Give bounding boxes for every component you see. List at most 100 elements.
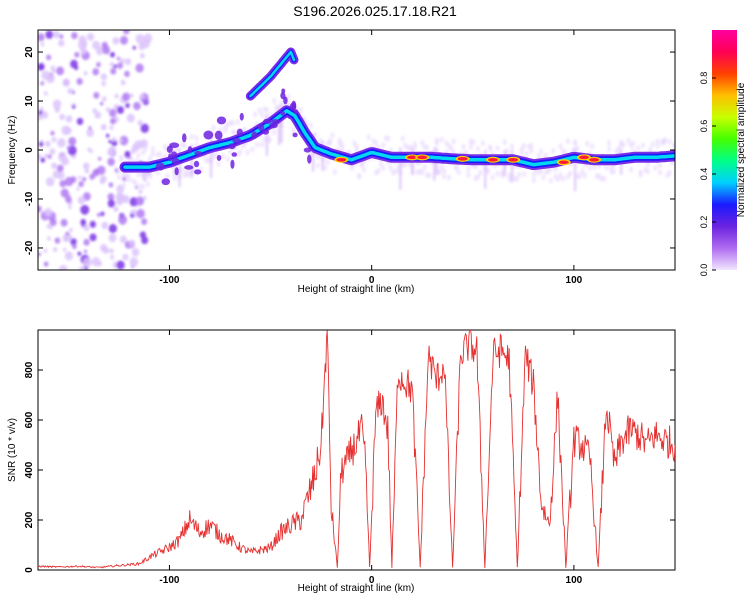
noise-blob (111, 137, 116, 142)
noise-blob (108, 223, 118, 234)
halo-blob (476, 145, 481, 152)
vertical-streak (399, 147, 402, 190)
noise-blob (40, 42, 45, 47)
y-tick-label: 600 (24, 411, 35, 428)
halo-blob (638, 169, 643, 176)
halo-blob (291, 126, 296, 133)
noise-blob (120, 79, 126, 86)
noise-blob (124, 70, 130, 78)
noise-blob (49, 148, 56, 155)
halo-blob (461, 143, 466, 150)
vertical-streak (190, 144, 193, 178)
halo-blob (456, 169, 461, 176)
spectrogram-y-ticks: -20 -10 0 10 20 (24, 46, 675, 255)
halo-blob (179, 165, 184, 172)
noise-blob (97, 156, 102, 161)
noise-blob (65, 127, 72, 135)
halo-blob (264, 106, 269, 113)
noise-blob (110, 67, 117, 75)
noise-blob (141, 38, 150, 49)
halo-blob (531, 171, 536, 178)
snr-y-label: SNR (10 * v/v) (7, 418, 18, 482)
halo-blob (260, 141, 265, 148)
noise-blob (89, 233, 97, 242)
arm-blob (184, 165, 194, 170)
noise-blob (80, 204, 90, 215)
noise-blob (119, 235, 127, 244)
halo-blob (536, 153, 541, 160)
halo-blob (573, 140, 578, 147)
arm-blob (174, 167, 179, 176)
arm-blob (203, 130, 214, 140)
halo-blob (129, 156, 134, 163)
vertical-streak (312, 134, 315, 172)
halo-blob (658, 162, 663, 169)
noise-blob (40, 157, 46, 163)
spectrogram-y-label: Frequency (Hz) (7, 116, 18, 185)
noise-blob (60, 188, 69, 198)
noise-blob (116, 197, 124, 206)
noise-blob (52, 30, 60, 39)
halo-blob (230, 120, 235, 127)
noise-blob (51, 68, 56, 74)
noise-blob (43, 91, 48, 96)
noise-blob (95, 46, 104, 56)
halo-blob (541, 174, 546, 181)
halo-blob (155, 169, 160, 176)
noise-blob (45, 30, 54, 39)
colorbar-gradient (712, 30, 737, 270)
halo-blob (325, 159, 330, 166)
noise-blob (102, 45, 111, 55)
noise-blob (78, 175, 82, 180)
noise-blob (99, 101, 104, 106)
halo-blob (454, 164, 459, 171)
halo-blob (298, 107, 303, 114)
halo-blob (255, 141, 260, 148)
halo-blob (439, 163, 444, 170)
noise-blob (38, 141, 44, 147)
halo-blob (272, 129, 277, 136)
halo-blob (495, 145, 500, 152)
vertical-streak (484, 149, 487, 189)
noise-blob (135, 33, 145, 44)
noise-blob (39, 106, 44, 111)
hotspot-core (457, 157, 468, 161)
arm-blob (194, 169, 202, 175)
noise-blob (38, 252, 42, 257)
colorbar-tick-label: 0.6 (699, 120, 709, 133)
halo-blob (514, 176, 519, 183)
noise-blob (66, 145, 71, 150)
halo-blob (434, 137, 439, 144)
halo-blob (590, 143, 595, 150)
halo-blob (286, 100, 291, 107)
arm-blob (171, 157, 180, 165)
noise-blob (56, 66, 65, 76)
halo-blob (238, 149, 243, 156)
halo-blob (507, 176, 512, 183)
noise-blob (70, 176, 77, 183)
halo-blob (165, 172, 170, 179)
noise-blob (109, 254, 115, 260)
noise-blob (100, 73, 108, 81)
noise-blob (76, 117, 84, 125)
colorbar-tick-label: 0.4 (699, 168, 709, 181)
halo-blob (235, 119, 240, 126)
halo-blob (158, 151, 163, 158)
halo-blob (672, 142, 675, 149)
hotspot-core (558, 160, 569, 165)
arm-blob (170, 151, 178, 159)
noise-blob (135, 63, 144, 73)
halo-blob (556, 176, 561, 183)
halo-blob (223, 126, 228, 133)
noise-blob (109, 117, 116, 125)
hotspot-core (579, 155, 589, 160)
halo-blob (378, 161, 383, 168)
halo-blob (616, 145, 621, 152)
halo-blob (262, 136, 267, 143)
arm-blob (216, 154, 222, 161)
halo-blob (216, 160, 221, 167)
noise-blob (87, 33, 95, 41)
noise-blob (139, 52, 145, 59)
noise-blob (78, 35, 87, 44)
noise-blob (135, 196, 145, 206)
